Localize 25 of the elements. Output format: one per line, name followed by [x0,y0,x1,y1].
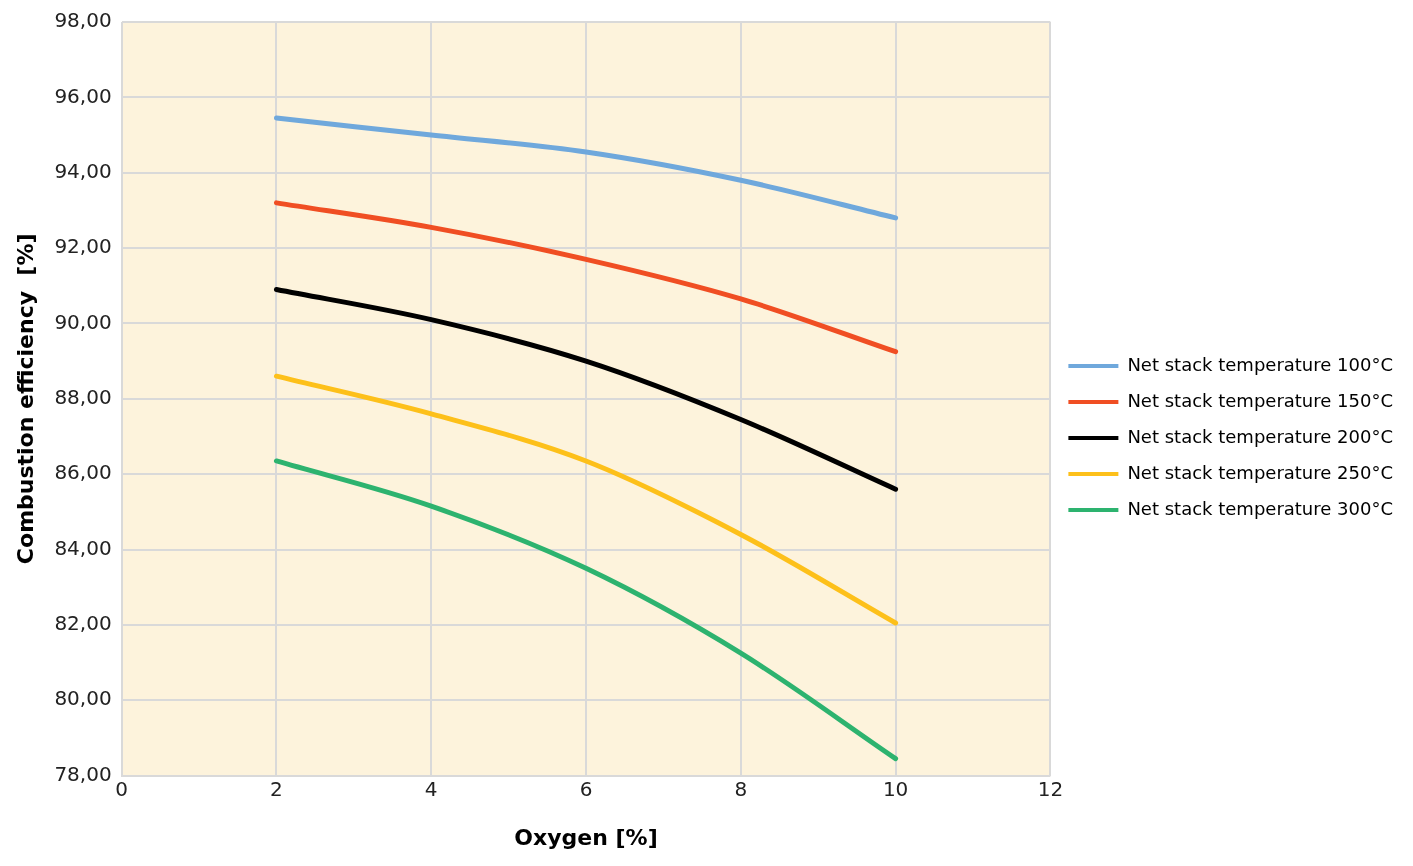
y-tick-label: 90,00 [54,309,112,334]
y-tick-label: 98,00 [54,8,112,33]
x-tick-label: 8 [734,776,748,801]
legend-label: Net stack temperature 250°C [1127,461,1394,483]
x-tick-label: 10 [882,776,909,801]
x-tick-label: 6 [579,776,593,801]
y-tick-label: 94,00 [54,158,112,183]
x-tick-label: 2 [270,776,283,801]
y-tick-label: 84,00 [54,535,112,560]
legend-label: Net stack temperature 150°C [1127,389,1394,411]
x-tick-label: 0 [115,776,129,801]
x-tick-label: 12 [1037,776,1064,801]
y-axis-title: Combustion efficiency [%] [12,233,38,565]
legend-label: Net stack temperature 100°C [1127,353,1394,375]
x-tick-label: 4 [424,776,438,801]
legend-label: Net stack temperature 200°C [1127,425,1394,447]
x-axis-title: Oxygen [%] [514,824,658,850]
y-tick-label: 86,00 [54,460,112,485]
y-tick-label: 88,00 [54,385,112,409]
y-tick-label: 80,00 [54,686,112,711]
y-tick-label: 92,00 [54,234,112,259]
y-tick-label: 78,00 [54,761,112,786]
legend-label: Net stack temperature 300°C [1127,497,1394,519]
y-tick-label: 82,00 [54,611,112,636]
y-tick-label: 96,00 [54,83,112,108]
